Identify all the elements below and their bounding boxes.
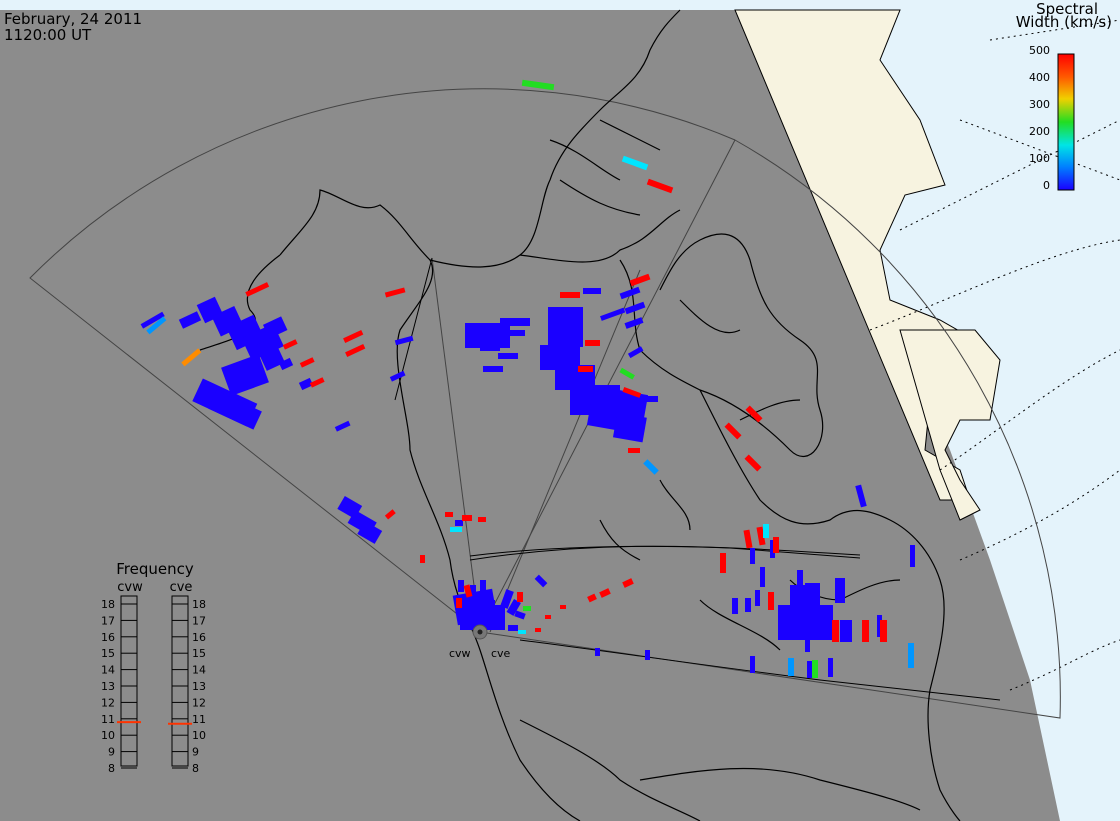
echo-red-east <box>560 178 763 472</box>
fov-outline <box>29 88 1061 719</box>
echoes-great-lakes <box>720 484 915 678</box>
colorbar-title-2: Width (km/s) <box>1016 13 1112 31</box>
time-label: 1120:00 UT <box>4 26 92 44</box>
radar-site-cvw <box>472 624 488 640</box>
frequency-label-right: 12 <box>192 696 206 709</box>
frequency-label-right: 11 <box>192 713 206 726</box>
colorbar-tick-200: 200 <box>1029 125 1050 138</box>
frequency-label-right: 13 <box>192 680 206 693</box>
coastlines <box>199 9 961 821</box>
frequency-label-left: 10 <box>101 729 115 742</box>
echoes-cvw <box>140 282 414 544</box>
frequency-label-right: 9 <box>192 746 199 759</box>
frequency-col-cve: cve <box>170 580 193 595</box>
frequency-label-left: 9 <box>108 746 115 759</box>
frequency-label-left: 16 <box>101 631 115 644</box>
radar-label-cve: cve <box>491 647 511 660</box>
echo-orange-west <box>181 348 202 367</box>
colorbar-tick-400: 400 <box>1029 71 1050 84</box>
colorbar-title-1: Spectral <box>1036 0 1098 18</box>
frequency-label-right: 16 <box>192 631 206 644</box>
frequency-label-left: 14 <box>101 664 115 677</box>
frequency-label-left: 13 <box>101 680 115 693</box>
echoes-cve <box>465 79 763 475</box>
colorbar-tick-500: 500 <box>1029 44 1050 57</box>
date-label: February, 24 2011 <box>4 10 142 28</box>
colorbar-tick-100: 100 <box>1029 152 1050 165</box>
frequency-title: Frequency <box>116 560 194 578</box>
colorbar-tick-0: 0 <box>1043 179 1050 192</box>
frequency-ladder-cve <box>171 595 189 767</box>
echo-cluster-arctic <box>465 286 658 443</box>
echo-red-west <box>245 282 406 520</box>
frequency-col-cvw: cvw <box>117 580 143 595</box>
colorbar-tick-300: 300 <box>1029 98 1050 111</box>
echo-cyan-west <box>146 316 167 335</box>
frequency-panel: Frequency cvw cve 18 18 17 17 16 16 15 15 14 14 13… <box>101 560 206 775</box>
frequency-label-right: 8 <box>192 762 199 775</box>
frequency-label-right: 18 <box>192 598 206 611</box>
echo-green-north <box>521 79 555 91</box>
frequency-label-right: 14 <box>192 664 206 677</box>
frequency-label-left: 15 <box>101 647 115 660</box>
echo-green-east <box>619 367 635 380</box>
frequency-label-left: 18 <box>101 598 115 611</box>
frequency-label-left: 17 <box>101 614 115 627</box>
geo-grid <box>869 19 1120 691</box>
echo-cluster-alaska <box>140 296 414 544</box>
frequency-label-right: 15 <box>192 647 206 660</box>
radar-label-cvw: cvw <box>449 647 471 660</box>
frequency-label-right: 17 <box>192 614 206 627</box>
frequency-label-right: 10 <box>192 729 206 742</box>
echoes-near-site <box>420 512 650 660</box>
frequency-label-left: 11 <box>101 713 115 726</box>
frequency-grid: 18 18 17 17 16 16 15 15 14 14 13 13 12 12 11 11 10 10 9 9 8 8 <box>101 595 206 775</box>
frequency-ladder-cvw <box>120 595 138 767</box>
frequency-label-left: 12 <box>101 696 115 709</box>
echo-cyan-hudson <box>643 459 659 475</box>
frequency-label-left: 8 <box>108 762 115 775</box>
colorbar-scale <box>1057 53 1075 191</box>
echo-cyan-east <box>621 155 649 171</box>
colorbar: Spectral Width (km/s) 500 400 300 200 10… <box>1016 0 1112 192</box>
